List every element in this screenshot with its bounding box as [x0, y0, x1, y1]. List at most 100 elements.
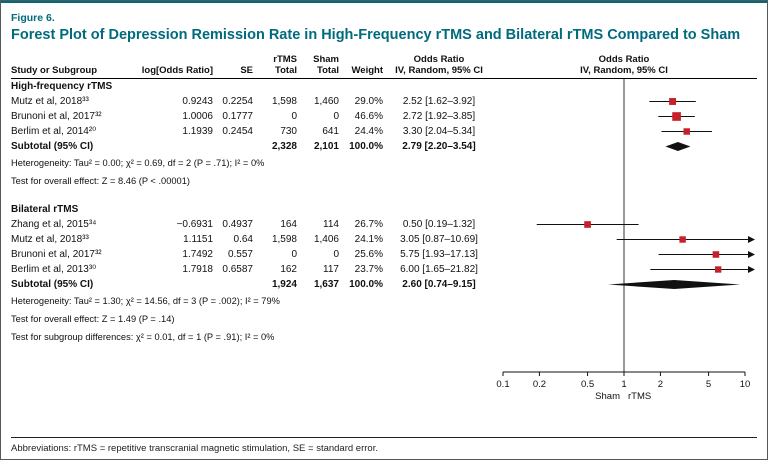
heterogeneity-row: Heterogeneity: Tau² = 1.30; χ² = 14.56, … — [11, 292, 757, 310]
standard-error-value: 0.6587 — [222, 263, 253, 275]
x-axis-tick-label: 5 — [706, 379, 711, 390]
rtms-total-value: 730 — [280, 125, 297, 137]
subtotal-label: Subtotal (95% CI) — [11, 278, 94, 290]
x-axis-tick-label: 2 — [658, 379, 663, 390]
heterogeneity-row: Heterogeneity: Tau² = 0.00; χ² = 0.69, d… — [11, 154, 757, 172]
overall-effect-text: Test for overall effect: Z = 1.49 (P = .… — [11, 313, 175, 324]
header-log-odds-ratio-label: log[Odds Ratio] — [141, 64, 213, 76]
header-rtms-label: rTMS — [273, 53, 297, 65]
subtotal-ci-text: 2.79 [2.20–3.54] — [402, 140, 476, 152]
standard-error-value: 0.2454 — [222, 125, 253, 137]
header-sham-total: Sham Total — [301, 54, 343, 76]
study-name: Berlim et al, 2014²⁰ — [11, 125, 97, 137]
subtotal-weight: 100.0% — [349, 278, 383, 290]
odds-ratio-ci-text: 2.52 [1.62–3.92] — [402, 95, 476, 107]
subtotal-sham-total: 2,101 — [313, 140, 339, 152]
odds-ratio-ci-text: 2.72 [1.92–3.85] — [402, 110, 476, 122]
log-odds-ratio-value: 1.1939 — [182, 125, 213, 137]
rtms-total-value: 164 — [280, 218, 297, 230]
subgroup-name: Bilateral rTMS — [11, 203, 79, 215]
rtms-total-value: 162 — [280, 263, 297, 275]
weight-value: 26.7% — [354, 218, 383, 230]
x-axis-tick-label: 1 — [621, 379, 626, 390]
point-estimate-marker — [683, 128, 690, 135]
header-odds-ratio-ci-label: IV, Random, 95% CI — [395, 64, 483, 76]
subtotal-ci-text: 2.60 [0.74–9.15] — [402, 278, 476, 290]
study-row: Berlim et al, 2014²⁰ 1.1939 0.2454 730 641 24… — [11, 124, 757, 139]
log-odds-ratio-value: 1.1151 — [183, 233, 213, 245]
arrow-right-icon — [748, 266, 755, 273]
study-row: Mutz et al, 2018³³ 0.9243 0.2254 1,598 1,460… — [11, 94, 757, 109]
sham-total-value: 117 — [323, 263, 339, 275]
sham-total-value: 641 — [322, 125, 339, 137]
header-log-odds-ratio: log[Odds Ratio] — [139, 54, 217, 76]
header-se: SE — [217, 54, 257, 76]
overall-effect-text: Test for overall effect: Z = 8.46 (P < .… — [11, 175, 190, 186]
odds-ratio-ci-text: 3.30 [2.04–5.34] — [402, 125, 476, 137]
weight-value: 25.6% — [354, 248, 383, 260]
study-name: Mutz et al, 2018³³ — [11, 233, 89, 245]
x-axis-tick-label: 0.1 — [496, 379, 509, 390]
subgroup-header-row: High-frequency rTMS — [11, 79, 757, 94]
log-odds-ratio-value: 1.7492 — [182, 248, 213, 260]
axis-label-sham: Sham — [595, 391, 620, 402]
log-odds-ratio-value: −0.6931 — [176, 218, 213, 230]
study-row: Brunoni et al, 2017³² 1.7492 0.557 0 0 25.6% 5… — [11, 247, 757, 262]
standard-error-value: 0.64 — [233, 233, 253, 245]
sham-total-value: 114 — [323, 218, 339, 230]
header-odds-ratio-plot: Odds Ratio IV, Random, 95% CI — [491, 54, 757, 76]
odds-ratio-ci-text: 5.75 [1.93–17.13] — [400, 248, 478, 260]
header-study: Study or Subgroup — [11, 54, 139, 76]
x-axis-tick-label: 0.2 — [533, 379, 546, 390]
study-row: Zhang et al, 2015³⁴ −0.6931 0.4937 164 114 26… — [11, 217, 757, 232]
point-estimate-marker — [679, 236, 686, 243]
sham-total-value: 1,460 — [313, 95, 339, 107]
header-rtms-total: rTMS Total — [257, 54, 301, 76]
odds-ratio-ci-text: 3.05 [0.87–10.69] — [400, 233, 478, 245]
study-row: Berlim et al, 2013³⁰ 1.7918 0.6587 162 117 23… — [11, 262, 757, 277]
weight-value: 29.0% — [354, 95, 383, 107]
weight-value: 23.7% — [354, 263, 383, 275]
standard-error-value: 0.2254 — [222, 95, 253, 107]
arrow-right-icon — [748, 251, 755, 258]
arrow-right-icon — [748, 236, 755, 243]
sham-total-value: 0 — [333, 248, 339, 260]
subgroup-header-row: Bilateral rTMS — [11, 202, 757, 217]
log-odds-ratio-value: 0.9243 — [182, 95, 213, 107]
figure-inner: Figure 6. Forest Plot of Depression Remi… — [1, 3, 767, 346]
subgroup-name: High-frequency rTMS — [11, 80, 113, 92]
rtms-total-value: 0 — [291, 248, 297, 260]
log-odds-ratio-value: 1.0006 — [182, 110, 213, 122]
header-se-label: SE — [240, 64, 253, 76]
weight-value: 24.4% — [354, 125, 383, 137]
header-odds-ratio-label: Odds Ratio — [413, 53, 465, 65]
forest-plot: 0.1 0.2 0.5 1 2 5 10 Sham rTMS — [496, 79, 755, 402]
rtms-total-value: 1,598 — [271, 95, 297, 107]
heterogeneity-text: Heterogeneity: Tau² = 0.00; χ² = 0.69, d… — [11, 157, 265, 168]
standard-error-value: 0.557 — [227, 248, 253, 260]
point-estimate-marker — [712, 251, 720, 258]
study-name: Mutz et al, 2018³³ — [11, 95, 89, 107]
study-name: Brunoni et al, 2017³² — [11, 110, 102, 122]
sham-total-value: 1,406 — [313, 233, 339, 245]
point-estimate-marker — [584, 221, 591, 228]
subgroup-difference-row: Test for subgroup differences: χ² = 0.01… — [11, 328, 757, 346]
table-header-row: Study or Subgroup log[Odds Ratio] SE rTM… — [11, 54, 757, 79]
odds-ratio-ci-text: 0.50 [0.19–1.32] — [402, 218, 476, 230]
sham-total-value: 0 — [333, 110, 339, 122]
figure-title: Forest Plot of Depression Remission Rate… — [11, 27, 741, 43]
subtotal-weight: 100.0% — [349, 140, 383, 152]
rtms-total-value: 0 — [291, 110, 297, 122]
header-odds-ratio-text: Odds Ratio IV, Random, 95% CI — [387, 54, 491, 76]
header-rtms-total-label: Total — [275, 64, 297, 76]
log-odds-ratio-value: 1.7918 — [182, 263, 213, 275]
point-estimate-marker — [669, 98, 677, 105]
subtotal-label: Subtotal (95% CI) — [11, 140, 94, 152]
subtotal-sham-total: 1,637 — [313, 278, 339, 290]
x-axis-tick-label: 10 — [740, 379, 751, 390]
point-estimate-marker — [672, 112, 681, 121]
subtotal-row: Subtotal (95% CI) 2,328 2,101 100.0% 2.79 [2… — [11, 139, 757, 154]
study-row: Mutz et al, 2018³³ 1.1151 0.64 1,598 1,406 24… — [11, 232, 757, 247]
subtotal-rtms-total: 2,328 — [271, 140, 297, 152]
